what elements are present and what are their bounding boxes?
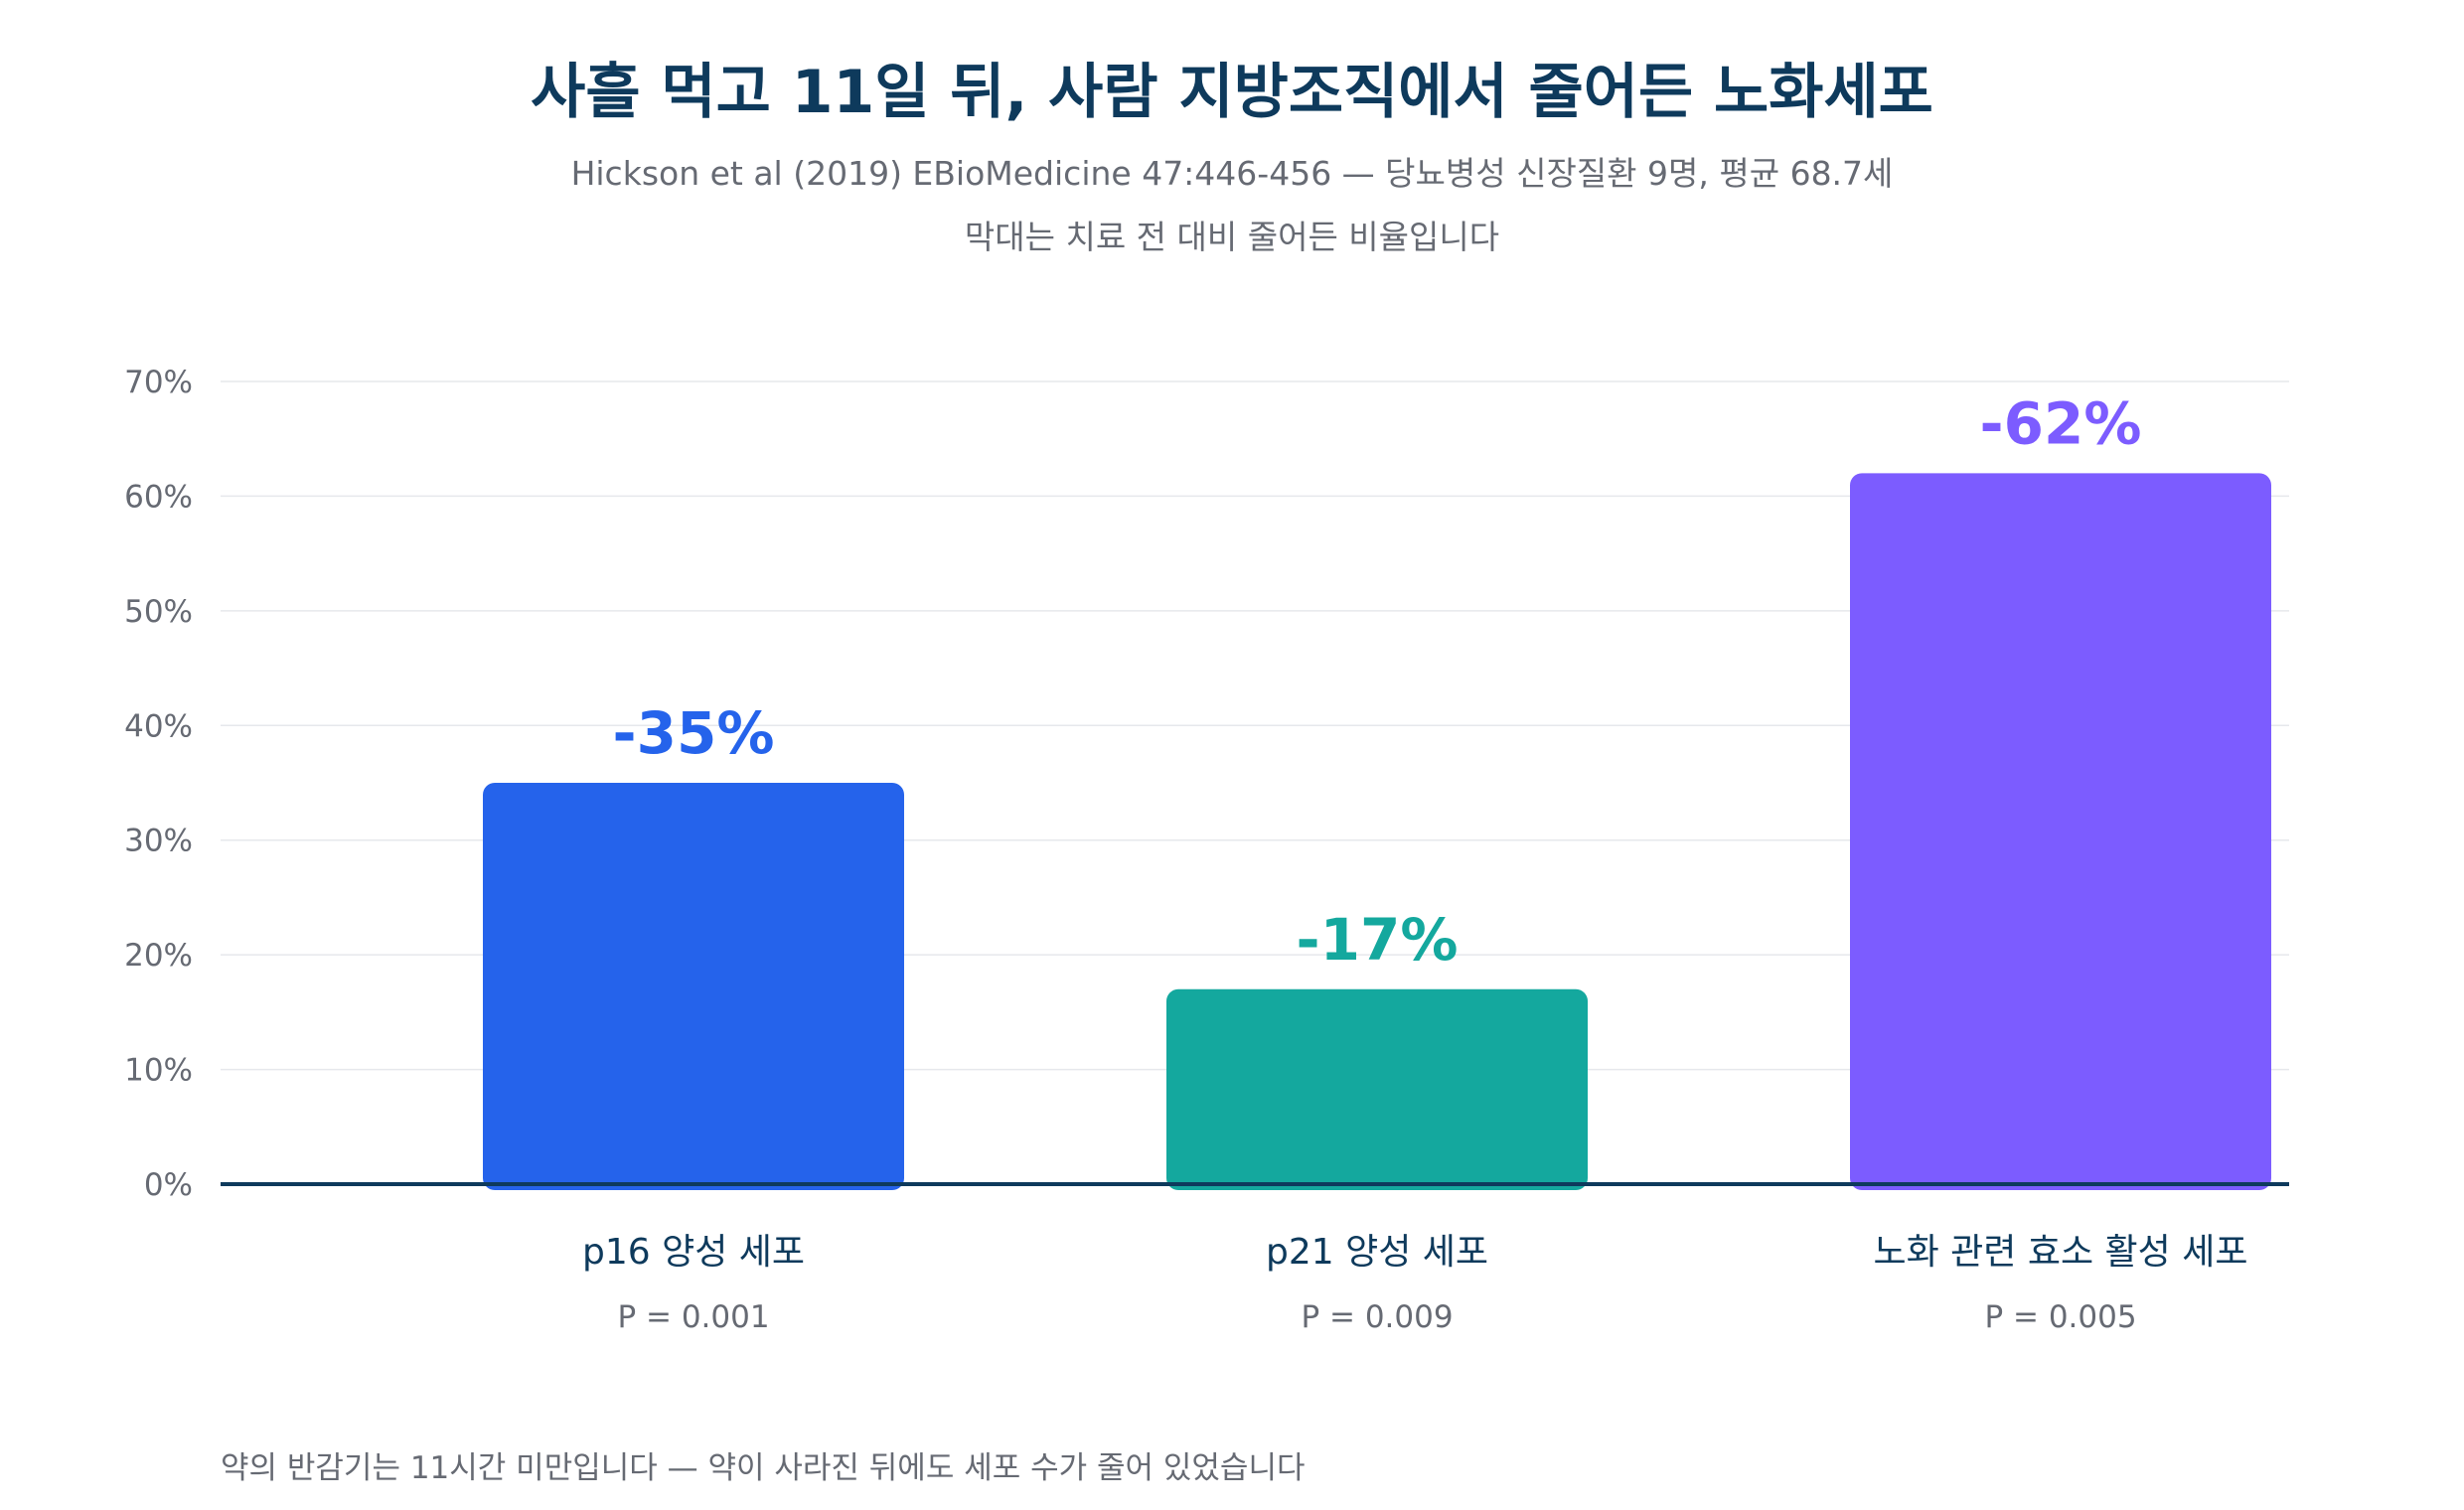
bars <box>483 473 2271 1190</box>
bar-value-label: -35% <box>613 699 775 767</box>
category-label: 노화 관련 효소 활성 세포 <box>1874 1232 2248 1273</box>
chart-subtitle-note: 막대는 치료 전 대비 줄어든 비율입니다 <box>964 218 1500 256</box>
y-tick-label: 20% <box>124 938 193 974</box>
bar-value-label: -17% <box>1297 906 1459 974</box>
y-tick-label: 30% <box>124 824 193 859</box>
bar <box>483 783 904 1190</box>
bar-value-label: -62% <box>1980 389 2142 457</box>
chart-subtitle: Hickson et al (2019) EBioMedicine 47:446… <box>570 154 1894 193</box>
bar <box>1166 988 1588 1190</box>
y-tick-label: 60% <box>124 479 193 515</box>
p-value-label: P = 0.009 <box>1301 1299 1453 1335</box>
p-value-label: P = 0.001 <box>617 1299 769 1335</box>
labels: -35% p16 양성 세포 P = 0.001 -17% p21 양성 세포 P = 0… <box>582 389 2248 1335</box>
y-tick-label: 40% <box>124 708 193 744</box>
y-tick-label: 0% <box>144 1167 193 1203</box>
category-label: p21 양성 세포 <box>1266 1232 1488 1273</box>
y-tick-label: 50% <box>124 594 193 630</box>
bar <box>1850 473 2271 1190</box>
footnote: 약의 반감기는 11시간 미만입니다 — 약이 사라진 뒤에도 세포 수가 줄어… <box>221 1450 1306 1486</box>
y-tick-label: 10% <box>124 1053 193 1089</box>
category-label: p16 양성 세포 <box>582 1232 805 1273</box>
chart-title: 사흘 먹고 11일 뒤, 사람 지방조직에서 줄어든 노화세포 <box>531 58 1933 127</box>
y-tick-label: 70% <box>124 365 193 400</box>
p-value-label: P = 0.005 <box>1984 1299 2136 1335</box>
y-axis-ticks: 0% 10% 20% 30% 40% 50% 60% 70% <box>124 365 193 1203</box>
